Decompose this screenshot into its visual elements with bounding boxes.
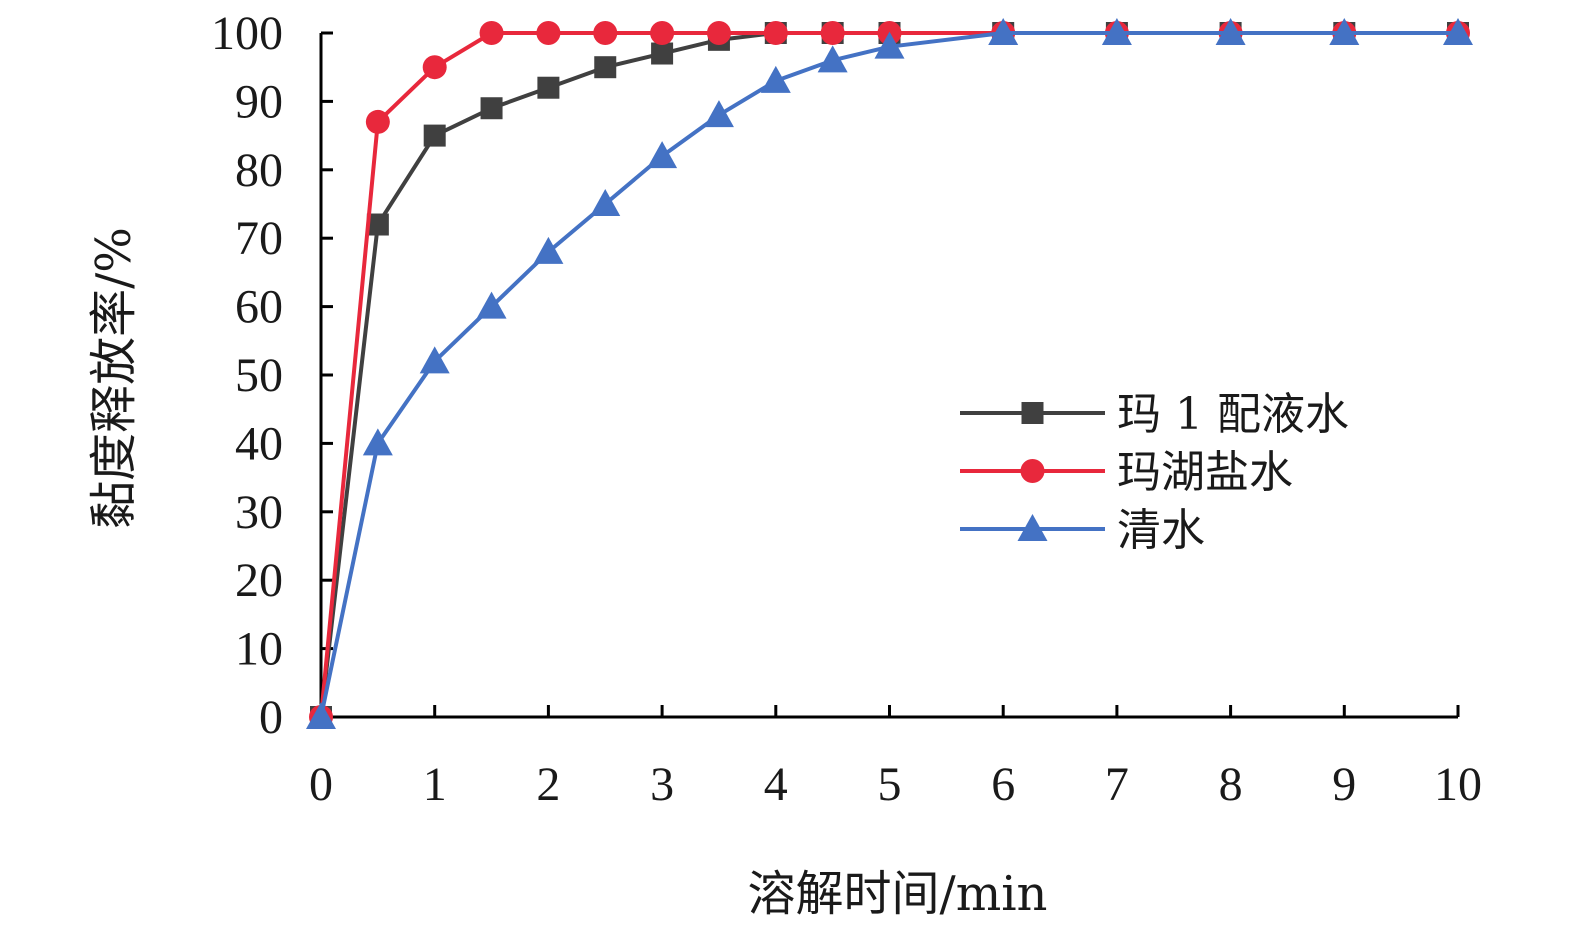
series-square (310, 22, 1469, 728)
y-tick-label: 10 (235, 623, 283, 676)
data-point (820, 21, 845, 45)
data-point (594, 56, 617, 79)
data-point (706, 21, 731, 45)
legend-label: 清水 (1117, 505, 1205, 556)
x-tick-label: 4 (764, 758, 788, 811)
data-point (362, 428, 393, 456)
series-triangle (306, 18, 1473, 729)
data-point (817, 45, 848, 73)
data-point (476, 291, 507, 319)
series-circle (309, 21, 1470, 729)
data-point (874, 31, 905, 59)
data-point (365, 109, 390, 134)
data-point (1443, 18, 1473, 45)
y-tick-label: 40 (235, 417, 283, 470)
series-line (319, 31, 1458, 718)
data-point (533, 236, 564, 264)
x-tick-label: 5 (878, 758, 902, 811)
data-point (1329, 18, 1360, 45)
x-tick-label: 1 (423, 758, 447, 811)
y-tick-label: 30 (235, 486, 283, 539)
y-tick-label: 100 (211, 7, 283, 60)
x-tick-label: 6 (991, 758, 1015, 811)
legend-item: 玛 1 配液水 (960, 389, 1349, 440)
legend-marker (1020, 459, 1045, 483)
data-point (1101, 18, 1132, 45)
legend-label: 玛 1 配液水 (1117, 389, 1349, 440)
data-point (647, 141, 678, 169)
x-tick-label: 10 (1434, 758, 1482, 811)
data-point (1215, 18, 1246, 45)
data-point (763, 21, 788, 45)
series-layer (306, 18, 1473, 729)
y-tick-label: 20 (235, 554, 283, 607)
y-tick-label: 90 (235, 75, 283, 128)
series-line (319, 31, 1458, 718)
data-point (988, 18, 1019, 45)
data-point (423, 124, 446, 147)
data-point (479, 21, 504, 45)
data-point (651, 42, 674, 65)
data-point (590, 189, 621, 216)
y-tick-label: 60 (235, 281, 283, 334)
data-point (703, 100, 734, 128)
data-point (536, 21, 561, 45)
x-tick-label: 8 (1219, 758, 1243, 811)
axes: 0 10 20 30 40 50 60 70 80 90 100 0 1 2 3 4 5 6 7 8 9 10 (211, 7, 1482, 811)
legend-item: 清水 (960, 505, 1205, 556)
series-line (319, 31, 1458, 718)
data-point (480, 97, 503, 120)
data-point (650, 21, 675, 45)
legend-item: 玛湖盐水 (960, 447, 1293, 498)
data-point (593, 21, 618, 45)
x-tick-label: 0 (309, 758, 333, 811)
data-point (306, 702, 336, 729)
data-point (366, 213, 389, 236)
y-tick-label: 70 (235, 212, 283, 265)
x-tick-label: 3 (650, 758, 674, 811)
x-tick-label: 2 (536, 758, 560, 811)
y-tick-label: 80 (235, 144, 283, 197)
y-tick-label: 0 (259, 691, 283, 744)
x-tick-label: 7 (1105, 758, 1129, 811)
data-point (537, 76, 560, 99)
data-point (422, 55, 447, 80)
y-axis-title: 黏度释放率/% (86, 227, 142, 529)
x-tick-label: 9 (1332, 758, 1356, 811)
legend-marker (1017, 514, 1048, 541)
legend-marker (1021, 402, 1044, 424)
data-point (419, 346, 450, 374)
x-axis-title: 溶解时间/min (748, 866, 1048, 922)
data-point (760, 65, 791, 93)
y-tick-label: 50 (235, 349, 283, 402)
legend-label: 玛湖盐水 (1117, 447, 1293, 498)
